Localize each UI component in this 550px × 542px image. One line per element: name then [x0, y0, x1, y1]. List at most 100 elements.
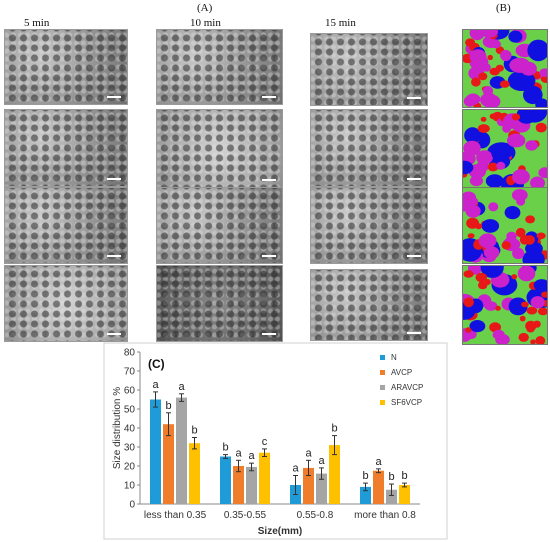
- bar-avcp: [163, 424, 174, 504]
- segmented-particle: [521, 301, 529, 308]
- time-label-15min: 15 min: [325, 17, 356, 29]
- significance-letter: a: [235, 447, 242, 459]
- segmented-particle: [539, 68, 547, 77]
- bar-aravcp: [316, 473, 327, 504]
- y-tick-label: 80: [124, 348, 136, 359]
- segmented-particle: [480, 92, 498, 107]
- segmentation-image-2: [462, 109, 548, 188]
- bar-avcp: [303, 467, 314, 504]
- bar-aravcp: [386, 489, 397, 504]
- segmented-particle: [487, 54, 493, 61]
- bar-sf6vcp: [329, 445, 340, 504]
- segmented-particle: [487, 162, 499, 172]
- segmented-particle: [482, 63, 491, 72]
- y-tick-label: 60: [124, 386, 136, 397]
- micrograph-15min-row1: [310, 33, 428, 106]
- segmented-particle: [478, 72, 488, 81]
- micrograph-10min-row1: [156, 29, 283, 105]
- segmented-particle: [511, 189, 528, 202]
- micrograph-15min-row3: [310, 187, 428, 264]
- y-tick-label: 30: [124, 443, 136, 454]
- segmented-particle: [525, 241, 543, 256]
- segmented-particle: [541, 291, 547, 298]
- x-tick-label: 0.35-0.55: [224, 510, 267, 521]
- time-label-10min: 10 min: [190, 17, 221, 29]
- segmented-particle: [511, 113, 521, 121]
- significance-letter: a: [178, 381, 185, 393]
- x-axis-title: Size(mm): [258, 526, 302, 537]
- chart-frame: [103, 342, 448, 540]
- segmentation-image-3: [462, 187, 548, 264]
- segmented-particle: [533, 320, 541, 328]
- segmented-particle: [499, 80, 510, 88]
- legend-swatch-sf6vcp: [380, 400, 385, 405]
- segmented-particle: [537, 307, 547, 316]
- segmented-particle: [533, 279, 547, 292]
- segmented-particle: [483, 246, 500, 259]
- y-tick-label: 20: [124, 462, 136, 473]
- significance-letter: b: [388, 471, 394, 483]
- bar-aravcp: [176, 397, 187, 504]
- y-tick-label: 10: [124, 481, 136, 492]
- segmented-particle: [478, 233, 497, 249]
- segmented-particle: [495, 305, 501, 311]
- y-tick-label: 40: [124, 424, 136, 435]
- significance-letter: a: [305, 447, 312, 459]
- micrograph-5min-row1: [4, 29, 128, 105]
- segmented-particle: [463, 302, 476, 320]
- segmented-particle: [507, 70, 536, 91]
- bar-sf6vcp: [259, 452, 270, 504]
- y-axis-title: Size distribution %: [112, 387, 123, 469]
- legend-swatch-n: [380, 355, 385, 360]
- segmented-particle: [480, 266, 504, 278]
- segmented-particle: [520, 61, 537, 76]
- panel-b-label: (B): [496, 2, 511, 14]
- segmented-particle: [496, 161, 506, 170]
- segmented-particle: [530, 339, 536, 344]
- legend-swatch-aravcp: [380, 385, 385, 390]
- segmented-particle: [477, 124, 490, 133]
- segmented-particle: [465, 93, 481, 105]
- segmented-particle: [526, 306, 538, 315]
- segmented-particle: [508, 297, 528, 316]
- segmented-particle: [523, 85, 543, 105]
- micrograph-15min-row4: [310, 269, 428, 341]
- significance-letter: a: [152, 379, 159, 391]
- segmented-particle: [463, 160, 474, 175]
- segmented-particle: [480, 116, 487, 122]
- x-tick-label: 0.55-0.8: [297, 510, 334, 521]
- significance-letter: b: [165, 400, 171, 412]
- segmented-particle: [526, 325, 535, 333]
- significance-letter: a: [292, 463, 299, 475]
- micrograph-10min-row2: [156, 109, 283, 188]
- segmented-particle: [490, 40, 501, 49]
- significance-letter: b: [222, 442, 228, 454]
- segmented-particle: [525, 215, 535, 224]
- panel-c-label: (C): [148, 357, 165, 371]
- segmented-particle: [469, 30, 485, 41]
- bar-sf6vcp: [399, 485, 410, 504]
- segmented-particle: [475, 272, 488, 283]
- segmented-particle: [463, 140, 481, 156]
- segmented-particle: [471, 77, 481, 87]
- segmented-particle: [500, 49, 512, 62]
- significance-letter: c: [262, 436, 268, 448]
- segmented-particle: [481, 219, 500, 233]
- bar-n: [150, 399, 161, 504]
- segmented-particle: [519, 315, 526, 322]
- micrograph-10min-row4: [156, 265, 283, 342]
- segmented-particle: [507, 133, 526, 148]
- segmented-particle: [467, 233, 475, 239]
- segmented-particle: [515, 227, 526, 238]
- significance-letter: a: [248, 450, 255, 462]
- segmented-particle: [518, 332, 529, 342]
- segmented-particle: [535, 122, 547, 133]
- segmented-particle: [501, 241, 511, 250]
- segmented-particle: [512, 169, 530, 185]
- legend-label-sf6vcp: SF6VCP: [391, 398, 422, 407]
- segmented-particle: [469, 205, 481, 215]
- segmented-particle: [527, 39, 547, 62]
- segmented-particle: [512, 247, 525, 260]
- segmented-particle: [516, 110, 537, 124]
